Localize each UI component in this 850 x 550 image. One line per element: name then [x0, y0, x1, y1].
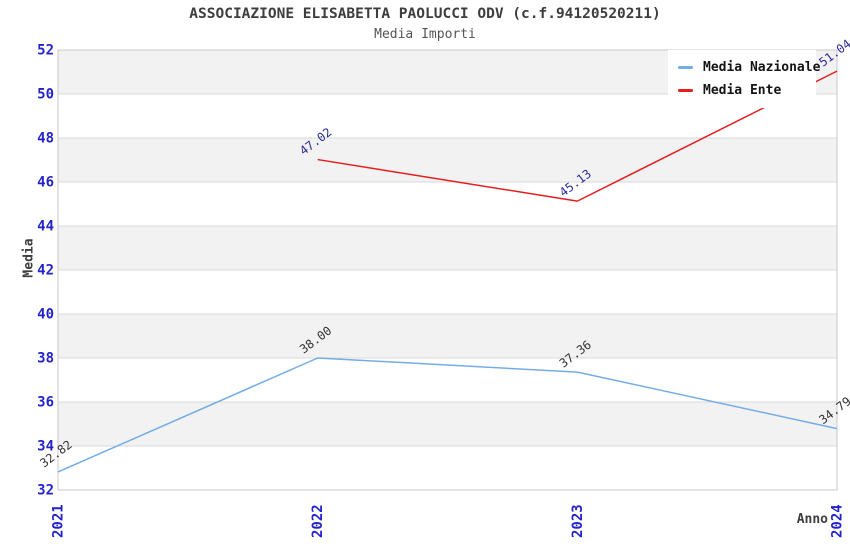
- x-tick-label: 2022: [310, 504, 326, 538]
- x-tick-label: 2024: [830, 504, 846, 538]
- y-axis-title: Media: [21, 238, 37, 278]
- legend-item-label: Media Nazionale: [703, 60, 821, 75]
- x-tick-label: 2021: [51, 504, 67, 538]
- legend: Media Nazionale Media Ente: [668, 50, 820, 108]
- y-tick-label: 48: [37, 131, 54, 147]
- y-tick-label: 40: [37, 307, 54, 323]
- series-line: [317, 70, 838, 202]
- y-tick-label: 52: [37, 43, 54, 59]
- legend-item: Media Nazionale: [678, 60, 820, 75]
- y-tick-label: 42: [37, 263, 54, 279]
- y-tick-label: 46: [37, 175, 54, 191]
- chart-subtitle: Media Importi: [374, 27, 476, 42]
- x-axis-title: Anno: [796, 512, 828, 527]
- y-tick-label: 50: [37, 87, 54, 103]
- legend-swatch: [678, 89, 693, 92]
- plot-border: [57, 49, 838, 491]
- chart-title: ASSOCIAZIONE ELISABETTA PAOLUCCI ODV (c.…: [189, 6, 661, 22]
- y-tick-label: 38: [37, 351, 54, 367]
- y-tick-label: 32: [37, 483, 54, 499]
- y-tick-label: 34: [37, 439, 54, 455]
- grid-band: [58, 402, 837, 446]
- series-line: [57, 357, 838, 473]
- legend-item: Media Ente: [678, 83, 808, 98]
- y-tick-label: 36: [37, 395, 54, 411]
- legend-item-label: Media Ente: [703, 83, 782, 98]
- x-tick-label: 2023: [570, 504, 586, 538]
- grid-band: [58, 138, 837, 182]
- legend-swatch: [678, 66, 693, 69]
- y-tick-label: 44: [37, 219, 54, 235]
- grid-band: [58, 314, 837, 358]
- grid-band: [58, 226, 837, 270]
